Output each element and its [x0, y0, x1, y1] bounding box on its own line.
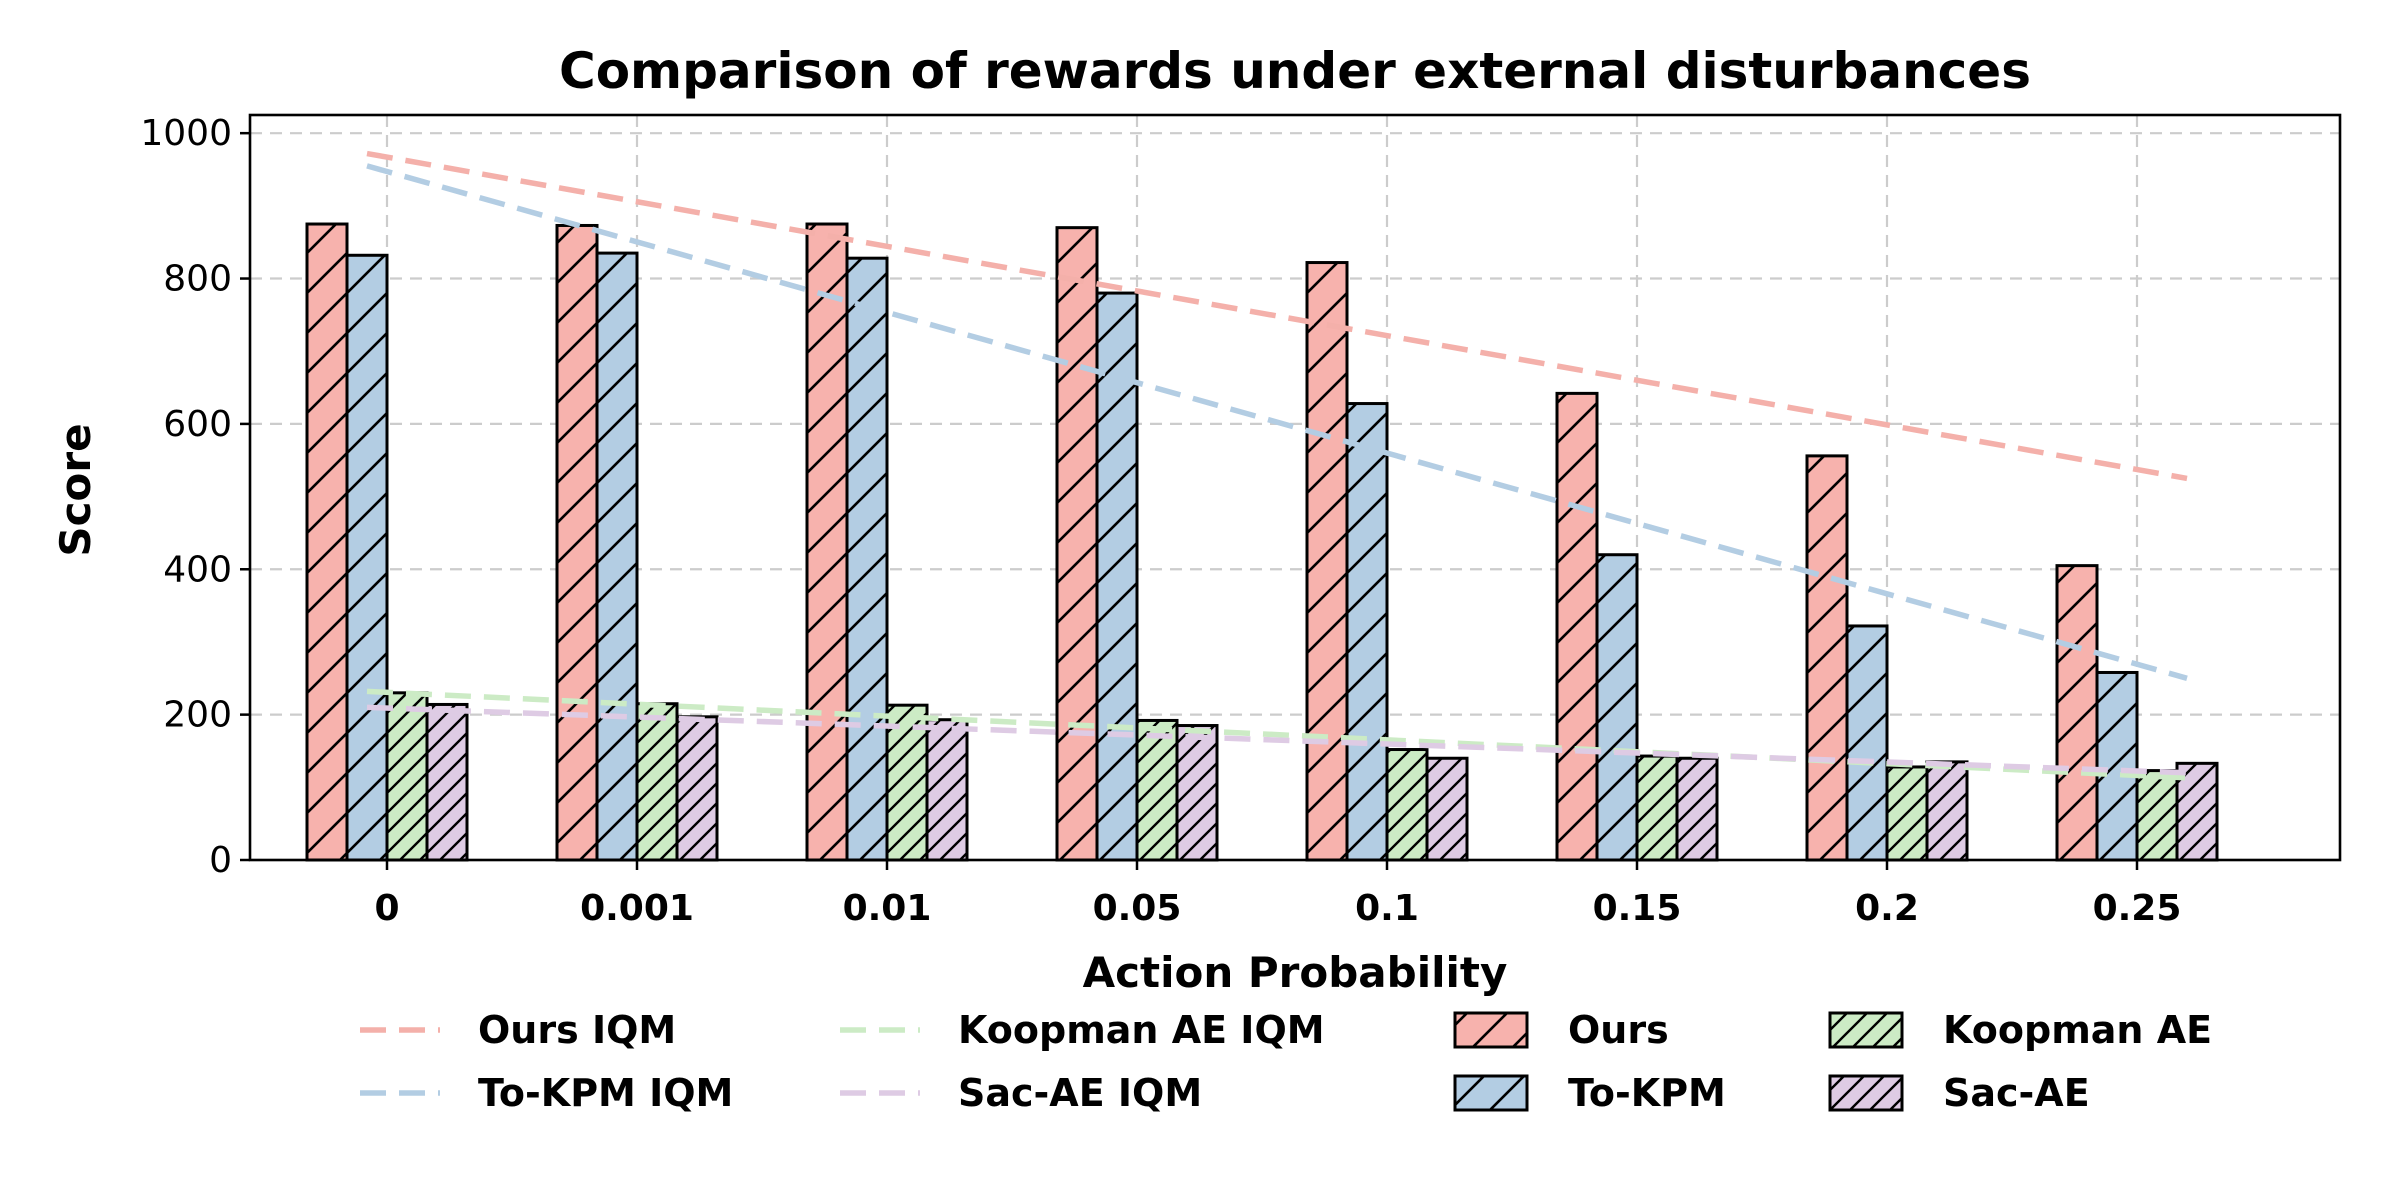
legend-item-sac-ae: Sac-AE [1828, 1071, 2090, 1115]
iqm-lines [366, 150, 2188, 781]
bar-ours-0-15-hatch [1555, 391, 1599, 862]
legend-label-to-kpm-iqm: To-KPM IQM [478, 1071, 733, 1115]
legend-label-ours: Ours [1568, 1008, 1669, 1052]
x-tick-label-0-25: 0.25 [2093, 888, 2182, 929]
bar-sac-ae-0-2-hatch [1925, 760, 1969, 862]
legend-item-koopman-ae: Koopman AE [1828, 1008, 2212, 1052]
bar-sac-ae-0-05-hatch [1175, 724, 1219, 862]
x-tick-label-0-001: 0.001 [580, 888, 694, 929]
legend-swatch-hatch-sac-ae [1828, 1074, 1904, 1112]
bar-sac-ae-0-01-hatch [925, 718, 969, 862]
axis-ticks: 0 200 400 600 800 1000 0 0.001 0.01 0.05 0.1 0.15 0.… [140, 113, 2181, 929]
bar-koopman-ae-0-hatch [385, 691, 429, 862]
legend: Ours IQM Koopman AE IQM Ours Koopman AE To-K… [360, 1008, 2212, 1115]
bar-koopman-ae-0-001-hatch [635, 702, 679, 862]
legend-label-sac-ae: Sac-AE [1943, 1071, 2090, 1115]
iqm-line-koopman-ae-iqm [366, 688, 2188, 781]
bar-koopman-ae-0-1-hatch [1385, 748, 1429, 862]
y-axis-label: Score [51, 423, 100, 556]
bar-sac-ae-0-hatch [425, 702, 469, 862]
y-tick-label-200: 200 [163, 695, 232, 736]
iqm-line-ours-iqm [366, 150, 2188, 482]
bar-to-kpm-0-hatch [345, 253, 389, 862]
legend-item-to-kpm: To-KPM [1453, 1071, 1726, 1115]
bar-to-kpm-0-15-hatch [1595, 553, 1639, 862]
series-koopman-ae [385, 691, 2179, 862]
legend-label-koopman-ae-iqm: Koopman AE IQM [958, 1008, 1325, 1052]
x-tick-label-0-15: 0.15 [1593, 888, 1682, 929]
y-tick-label-800: 800 [163, 259, 232, 300]
legend-label-sac-ae-iqm: Sac-AE IQM [958, 1071, 1202, 1115]
legend-item-ours-iqm: Ours IQM [360, 1008, 676, 1052]
legend-label-to-kpm: To-KPM [1568, 1071, 1726, 1115]
legend-item-sac-ae-iqm: Sac-AE IQM [840, 1071, 1202, 1115]
bar-sac-ae-0-001-hatch [675, 715, 719, 862]
chart-title: Comparison of rewards under external dis… [559, 42, 2031, 100]
x-tick-label-0-01: 0.01 [843, 888, 932, 929]
bar-ours-0-25-hatch [2055, 564, 2099, 862]
x-tick-label-0: 0 [374, 888, 399, 929]
legend-swatch-hatch-koopman-ae [1828, 1011, 1904, 1049]
legend-item-koopman-ae-iqm: Koopman AE IQM [840, 1008, 1325, 1052]
bar-to-kpm-0-2-hatch [1845, 624, 1889, 862]
y-tick-label-400: 400 [163, 549, 232, 590]
bar-to-kpm-0-01-hatch [845, 256, 889, 862]
legend-label-ours-iqm: Ours IQM [478, 1008, 676, 1052]
plot-frame [248, 113, 2342, 862]
bar-ours-0-2-hatch [1805, 454, 1849, 862]
bar-to-kpm-0-05-hatch [1095, 291, 1139, 862]
x-tick-label-0-1: 0.1 [1355, 888, 1419, 929]
iqm-line-sac-ae-iqm [366, 704, 2188, 776]
bar-to-kpm-0-001-hatch [595, 251, 639, 862]
legend-item-ours: Ours [1453, 1008, 1669, 1052]
bar-ours-0-01-hatch [805, 222, 849, 862]
series-ours [305, 222, 2099, 862]
legend-swatch-hatch-to-kpm [1453, 1074, 1529, 1112]
bar-sac-ae-0-15-hatch [1675, 756, 1719, 862]
bar-koopman-ae-0-2-hatch [1885, 765, 1929, 862]
legend-label-koopman-ae: Koopman AE [1943, 1008, 2212, 1052]
iqm-line-to-kpm-iqm [366, 163, 2188, 681]
bar-ours-0-05-hatch [1055, 226, 1099, 862]
legend-item-to-kpm-iqm: To-KPM IQM [360, 1071, 733, 1115]
y-tick-label-600: 600 [163, 404, 232, 445]
y-tick-label-0: 0 [209, 840, 232, 881]
x-axis-label: Action Probability [1083, 948, 1508, 997]
series-to-kpm [345, 251, 2139, 862]
bar-koopman-ae-0-25-hatch [2135, 769, 2179, 862]
bar-ours-0-001-hatch [555, 223, 599, 862]
bar-koopman-ae-0-05-hatch [1135, 718, 1179, 862]
x-tick-label-0-2: 0.2 [1855, 888, 1919, 929]
legend-swatch-hatch-ours [1453, 1011, 1529, 1049]
bar-ours-0-hatch [305, 222, 349, 862]
bar-sac-ae-0-1-hatch [1425, 756, 1469, 862]
bar-to-kpm-0-25-hatch [2095, 670, 2139, 862]
bars [305, 222, 2219, 862]
bar-ours-0-1-hatch [1305, 261, 1349, 862]
bar-to-kpm-0-1-hatch [1345, 402, 1389, 862]
y-tick-label-1000: 1000 [140, 113, 232, 154]
x-tick-label-0-05: 0.05 [1093, 888, 1182, 929]
bar-koopman-ae-0-15-hatch [1635, 754, 1679, 862]
